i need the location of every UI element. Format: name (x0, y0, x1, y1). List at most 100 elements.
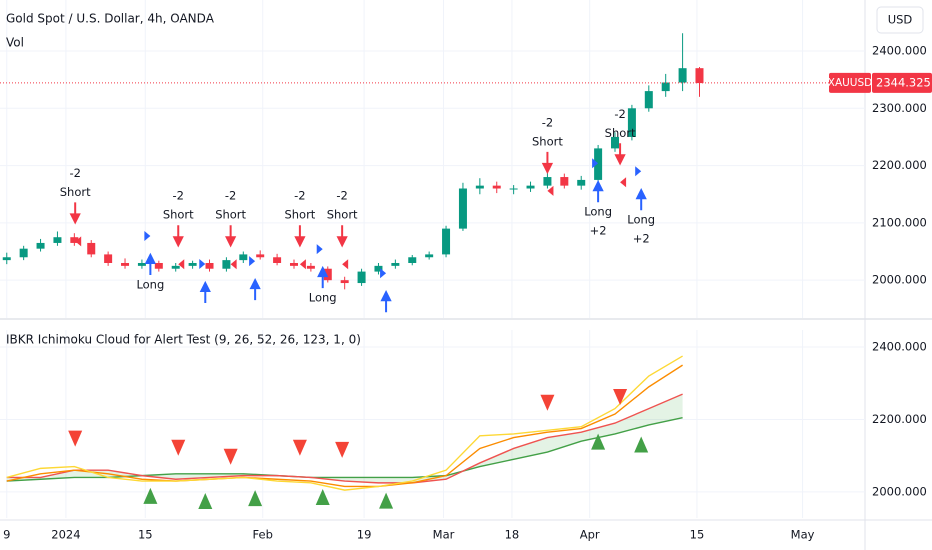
long-arrow (144, 252, 156, 275)
candle-body (154, 262, 163, 269)
last-price: 2344.325 (876, 75, 931, 89)
indicator-line (6, 364, 683, 488)
candle-body (543, 177, 552, 186)
signal-label: Short (605, 126, 636, 140)
candle-body (289, 262, 298, 266)
candle-body (171, 265, 180, 269)
candle-body (509, 188, 518, 190)
sell-marker (540, 394, 555, 411)
candle-body (391, 262, 400, 266)
y-tick-label: 2200.000 (872, 412, 927, 426)
sell-marker (171, 439, 186, 456)
short-arrow (336, 225, 348, 248)
candle-body (577, 179, 586, 186)
short-flag (620, 177, 627, 188)
signal-label: +2 (590, 224, 607, 238)
candle-body (678, 68, 687, 83)
short-flag (230, 259, 237, 270)
long-flag (249, 256, 256, 267)
x-tick-label: 2024 (51, 528, 80, 542)
buy-marker (315, 488, 330, 505)
short-flag (178, 259, 185, 270)
y-tick-label: 2000.000 (872, 484, 927, 498)
symbol-tag (829, 72, 871, 93)
x-tick-label: 9 (3, 528, 10, 542)
candle-body (560, 177, 569, 186)
candle-body (36, 242, 45, 249)
candle-body (205, 262, 214, 269)
signal-label: Short (284, 208, 315, 222)
cloud (6, 394, 683, 483)
buy-marker (591, 433, 606, 450)
signal-label: -2 (225, 189, 236, 203)
candle-body (458, 188, 467, 229)
candle-body (340, 280, 349, 284)
long-arrow (317, 265, 329, 289)
signal-label: Short (60, 185, 91, 199)
last-price-tag (872, 72, 932, 93)
sell-marker (613, 389, 628, 406)
y-tick-label: 2000.000 (872, 273, 927, 287)
chart-title: Gold Spot / U.S. Dollar, 4h, OANDA (6, 12, 215, 26)
currency-button[interactable] (876, 6, 924, 34)
candle-body (273, 257, 282, 263)
signal-label: Long (309, 291, 337, 305)
long-arrow (635, 187, 647, 211)
signal-label: -2 (336, 189, 347, 203)
short-flag (342, 259, 349, 270)
grid (0, 0, 865, 518)
buy-marker (634, 436, 649, 453)
candle-body (442, 228, 451, 255)
y-tick-label: 2100.000 (872, 215, 927, 229)
candle-body (425, 254, 434, 258)
candle-body (121, 262, 130, 266)
marks (0, 33, 865, 509)
long-arrow (380, 289, 392, 313)
candle-body (475, 185, 484, 189)
x-tick-label: Mar (433, 528, 455, 542)
short-arrow (69, 202, 81, 225)
candle-body (594, 148, 603, 180)
signal-label: Long (627, 213, 655, 227)
candle-body (104, 254, 113, 263)
signal-label: -2 (69, 166, 80, 180)
signal-label: Short (327, 208, 358, 222)
signal-label: Short (163, 208, 194, 222)
sell-marker (223, 448, 238, 465)
candle-body (627, 108, 636, 137)
signal-label: -2 (542, 115, 553, 129)
signal-label: Long (136, 277, 164, 291)
buy-marker (379, 492, 394, 509)
volume-label: Vol (6, 36, 24, 50)
y-tick-label: 2300.000 (872, 101, 927, 115)
long-flag (316, 244, 323, 255)
short-arrow (172, 225, 184, 248)
signal-label: -2 (614, 107, 625, 121)
indicator-line (6, 393, 683, 484)
candle-body (644, 91, 653, 109)
currency[interactable]: USD (888, 13, 913, 27)
signal-label: Long (584, 205, 612, 219)
x-tick-label: May (791, 528, 815, 542)
short-arrow (294, 225, 306, 248)
x-tick-label: Apr (580, 528, 600, 542)
candle-body (408, 257, 417, 263)
candle-body (492, 185, 501, 189)
candle-body (323, 268, 332, 281)
candle-body (526, 185, 535, 189)
indicator-line (6, 416, 683, 482)
candle-body (137, 262, 146, 266)
signal-label: Short (215, 208, 246, 222)
x-tick-label: 19 (357, 528, 372, 542)
symbol: XAUUSD (828, 77, 873, 89)
indicator-title: IBKR Ichimoku Cloud for Alert Test (9, 2… (6, 333, 361, 347)
candle-body (357, 271, 366, 284)
sell-marker (335, 441, 350, 458)
candle-body (374, 265, 383, 272)
candle-body (87, 242, 96, 255)
short-flag (75, 236, 82, 247)
long-flag (635, 166, 642, 177)
buy-marker (248, 490, 263, 507)
long-arrow (199, 280, 211, 304)
